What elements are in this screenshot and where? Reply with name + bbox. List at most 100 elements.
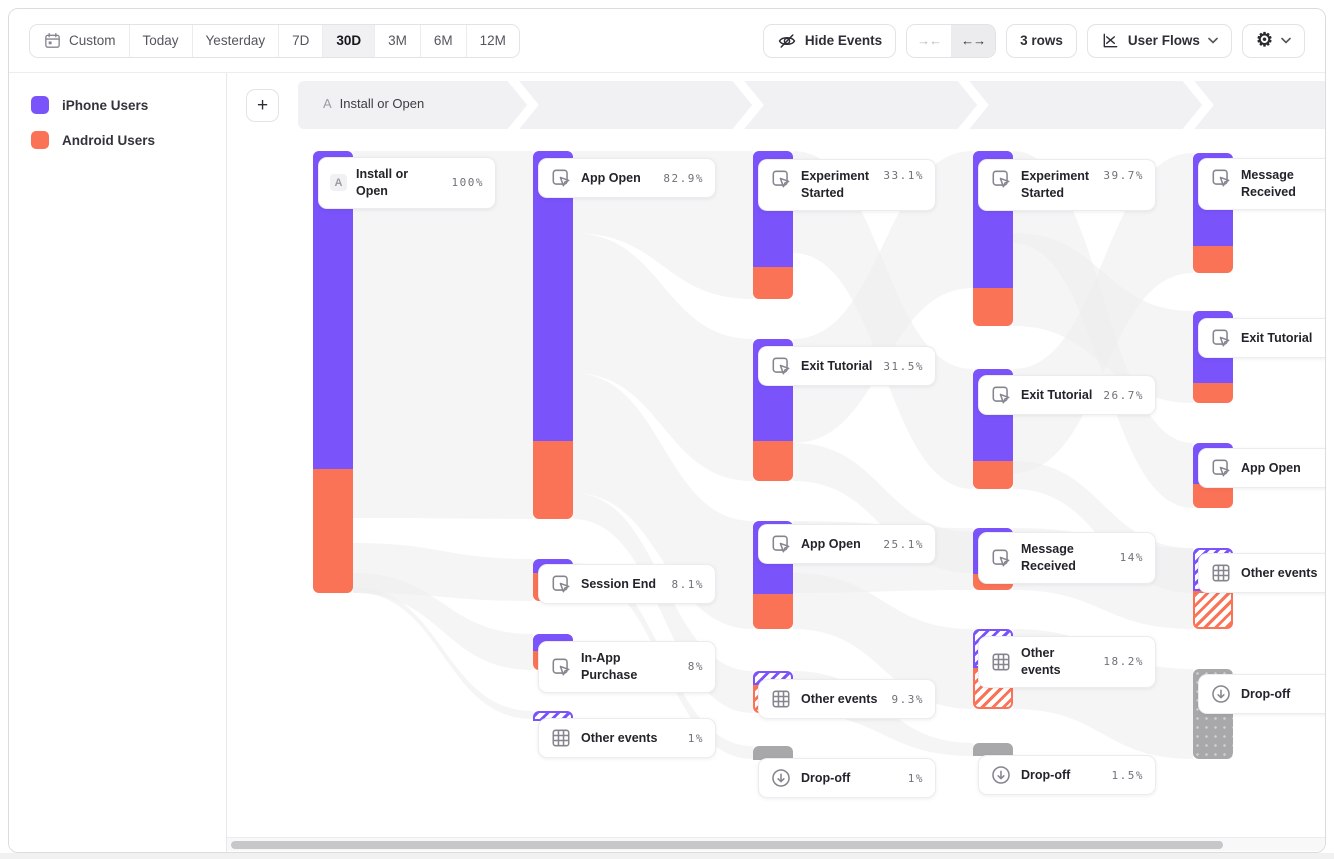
node-label: Session End bbox=[581, 576, 657, 591]
date-range-30d[interactable]: 30D bbox=[323, 24, 376, 57]
legend-item-iphone[interactable]: iPhone Users bbox=[31, 96, 226, 114]
settings-dropdown[interactable]: ⚙ bbox=[1241, 23, 1305, 58]
node-card-other-events[interactable]: Other events 9.3% bbox=[758, 679, 936, 719]
node-card-experiment-started[interactable]: Experiment Started 39.7% bbox=[978, 159, 1156, 211]
node-card-message-received[interactable]: Message Received bbox=[1198, 158, 1325, 210]
node-card-exit-tutorial[interactable]: Exit Tutorial bbox=[1198, 318, 1325, 358]
rows-label: 3 rows bbox=[1020, 33, 1063, 48]
node-label: Exit Tutorial bbox=[1021, 387, 1093, 402]
date-range-selector: Custom Today Yesterday 7D 30D 3M 6M 12M bbox=[29, 23, 520, 58]
hide-events-label: Hide Events bbox=[804, 33, 883, 48]
node-card-app-open[interactable]: App Open bbox=[1198, 448, 1325, 488]
step-badge: A bbox=[323, 96, 332, 111]
calendar-icon bbox=[43, 31, 62, 50]
node-label: App Open bbox=[1241, 460, 1301, 475]
click-event-icon bbox=[990, 384, 1012, 406]
gear-icon: ⚙ bbox=[1255, 30, 1273, 51]
date-range-yesterday[interactable]: Yesterday bbox=[192, 24, 280, 57]
node-card-message-received[interactable]: Message Received 14% bbox=[978, 532, 1156, 584]
expand-columns-button[interactable]: ←→ bbox=[951, 24, 996, 57]
node-card-drop-off[interactable]: Drop-off 1.5% bbox=[978, 755, 1156, 795]
node-label: Experiment Started bbox=[801, 169, 870, 200]
date-range-7d[interactable]: 7D bbox=[279, 24, 324, 57]
click-event-icon bbox=[990, 547, 1012, 569]
flow-bar-segment[interactable] bbox=[1193, 591, 1233, 629]
flow-bar-segment[interactable] bbox=[973, 743, 1013, 756]
node-card-experiment-started[interactable]: Experiment Started 33.1% bbox=[758, 159, 936, 211]
date-range-custom[interactable]: Custom bbox=[30, 24, 130, 57]
node-card-install-or-open[interactable]: A Install or Open 100% bbox=[318, 157, 496, 209]
node-label: Other events bbox=[581, 730, 658, 745]
flow-bar-segment[interactable] bbox=[313, 469, 353, 593]
flow-bar-segment[interactable] bbox=[533, 151, 573, 441]
node-percent: 8.1% bbox=[671, 577, 704, 591]
click-event-icon bbox=[550, 656, 572, 678]
node-label: Experiment Started bbox=[1021, 169, 1090, 200]
click-event-icon bbox=[550, 573, 572, 595]
date-range-today[interactable]: Today bbox=[129, 24, 193, 57]
click-event-icon bbox=[990, 168, 1012, 190]
node-card-app-open[interactable]: App Open 82.9% bbox=[538, 158, 716, 198]
iphone-color-swatch bbox=[31, 96, 49, 114]
collapse-columns-button[interactable]: →← bbox=[907, 24, 952, 57]
node-card-other-events[interactable]: Other events 18.2% bbox=[978, 636, 1156, 688]
node-percent: 14% bbox=[1119, 551, 1144, 565]
node-card-in-app-purchase[interactable]: In-App Purchase 8% bbox=[538, 641, 716, 693]
node-label: Other events bbox=[1241, 565, 1318, 580]
click-event-icon bbox=[770, 533, 792, 555]
step-header[interactable]: A Install or Open bbox=[323, 96, 424, 111]
expand-arrows-icon: ←→ bbox=[961, 33, 986, 48]
flow-bar-segment[interactable] bbox=[1193, 484, 1233, 508]
grid-table-icon bbox=[990, 651, 1012, 673]
date-range-3m[interactable]: 3M bbox=[375, 24, 421, 57]
node-percent: 82.9% bbox=[663, 171, 704, 185]
node-percent: 25.1% bbox=[883, 537, 924, 551]
rows-button[interactable]: 3 rows bbox=[1006, 23, 1077, 58]
flow-bar-segment[interactable] bbox=[1193, 383, 1233, 403]
click-event-icon bbox=[1210, 457, 1232, 479]
node-percent: 100% bbox=[451, 176, 484, 190]
flow-bar-segment[interactable] bbox=[753, 594, 793, 629]
node-card-session-end[interactable]: Session End 8.1% bbox=[538, 564, 716, 604]
node-label: In-App Purchase bbox=[581, 651, 638, 682]
flow-bar-segment[interactable] bbox=[1193, 246, 1233, 273]
flow-bar-segment[interactable] bbox=[973, 461, 1013, 489]
eye-off-icon bbox=[777, 31, 797, 51]
step-label: Install or Open bbox=[339, 96, 425, 111]
date-range-label: Custom bbox=[69, 33, 116, 48]
node-label: Message Received bbox=[1021, 542, 1076, 573]
hide-events-button[interactable]: Hide Events bbox=[762, 23, 897, 58]
window-bottom-strip bbox=[0, 853, 1334, 859]
date-range-6m[interactable]: 6M bbox=[420, 24, 467, 57]
grid-table-icon bbox=[1210, 562, 1232, 584]
view-type-dropdown[interactable]: User Flows bbox=[1086, 23, 1232, 58]
node-percent: 39.7% bbox=[1103, 169, 1144, 182]
node-card-drop-off[interactable]: Drop-off bbox=[1198, 674, 1325, 714]
node-card-exit-tutorial[interactable]: Exit Tutorial 31.5% bbox=[758, 346, 936, 386]
flow-bar-segment[interactable] bbox=[753, 267, 793, 299]
flow-canvas: A Install or Open + bbox=[227, 73, 1325, 852]
node-label: Other events bbox=[801, 691, 878, 706]
click-event-icon bbox=[550, 167, 572, 189]
node-percent: 31.5% bbox=[883, 359, 924, 373]
node-label: Drop-off bbox=[1241, 686, 1291, 701]
legend-item-android[interactable]: Android Users bbox=[31, 131, 226, 149]
horizontal-scrollbar-thumb[interactable] bbox=[231, 841, 1223, 849]
node-card-drop-off[interactable]: Drop-off 1% bbox=[758, 758, 936, 798]
add-step-button[interactable]: + bbox=[246, 89, 279, 122]
node-card-app-open[interactable]: App Open 25.1% bbox=[758, 524, 936, 564]
android-color-swatch bbox=[31, 131, 49, 149]
node-percent: 1% bbox=[907, 771, 924, 785]
flow-bar-segment[interactable] bbox=[753, 441, 793, 481]
flow-bar-segment[interactable] bbox=[973, 288, 1013, 326]
node-label: Exit Tutorial bbox=[1241, 330, 1313, 345]
node-card-other-events[interactable]: Other events 1% bbox=[538, 718, 716, 758]
node-card-exit-tutorial[interactable]: Exit Tutorial 26.7% bbox=[978, 375, 1156, 415]
node-card-other-events[interactable]: Other events bbox=[1198, 553, 1325, 593]
flow-bar-segment[interactable] bbox=[533, 441, 573, 519]
click-event-icon bbox=[1210, 327, 1232, 349]
horizontal-scrollbar-track[interactable] bbox=[227, 837, 1325, 851]
date-range-12m[interactable]: 12M bbox=[466, 24, 519, 57]
step-header-band bbox=[298, 81, 1325, 129]
flow-bar-segment[interactable] bbox=[753, 746, 793, 760]
